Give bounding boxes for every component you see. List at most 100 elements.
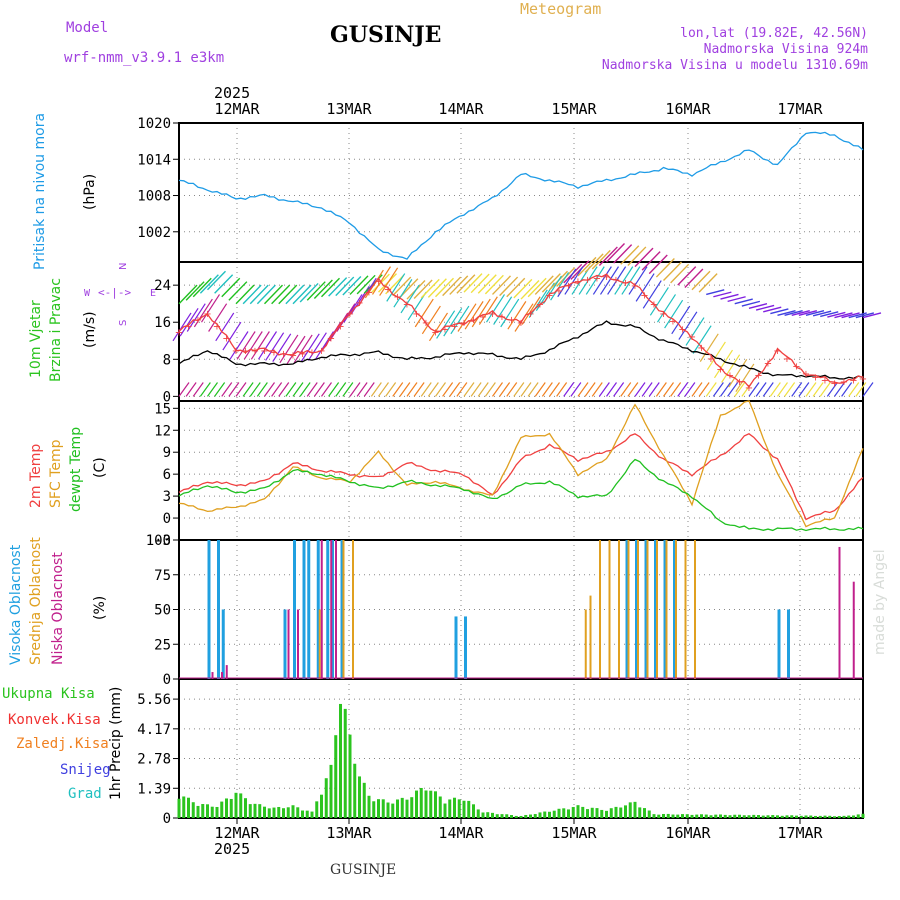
gust-marker: + — [669, 317, 677, 328]
precip-bar — [614, 806, 618, 818]
wind-arrow — [862, 312, 882, 319]
cloud-bar-mid — [665, 540, 668, 679]
wind-arrow — [199, 382, 211, 397]
wind-arrow — [627, 382, 639, 397]
wind-arrow — [556, 382, 568, 397]
wind-arrow — [841, 382, 853, 397]
wind-arrow — [755, 304, 775, 311]
cloud-bar-high — [293, 540, 296, 679]
wind-arrow — [721, 354, 741, 383]
wind-arrow — [578, 266, 598, 295]
precip-bar — [500, 814, 504, 818]
wind-arrow — [706, 341, 726, 371]
wind-arrow — [499, 382, 511, 397]
precip-bar — [695, 814, 699, 818]
wind-arrow — [236, 331, 256, 360]
wind-arrow — [641, 251, 661, 271]
wind-arrow — [285, 284, 305, 305]
wind-arrow — [349, 275, 369, 295]
precip-bar — [258, 804, 262, 818]
wind-arrow — [221, 382, 233, 397]
precip-bar — [795, 815, 798, 818]
precip-bar — [818, 815, 822, 818]
cloud-bar-low — [330, 540, 333, 679]
gust-marker: + — [773, 346, 781, 357]
precip-bar — [267, 808, 271, 818]
wind-arrow — [264, 382, 275, 397]
gust-marker: + — [317, 346, 325, 357]
wind-arrow — [563, 382, 575, 397]
precip-bar — [215, 806, 219, 818]
gust-marker: + — [735, 377, 743, 388]
wind-arrow — [848, 312, 867, 319]
cloud-bar-high — [654, 540, 657, 679]
wind-arrow — [584, 382, 596, 397]
wind-arrow — [463, 273, 483, 293]
gust-marker: + — [859, 374, 867, 385]
wind-arrow — [235, 284, 255, 305]
cloud-bar-high — [217, 540, 220, 679]
temp-sfc-line — [178, 400, 864, 528]
wind-arrow — [598, 382, 610, 397]
precip-bar — [828, 815, 832, 818]
cloud-bar-mid — [618, 540, 620, 679]
x-tick-label-top: 16MAR — [665, 100, 711, 118]
wind-arrow — [570, 382, 582, 397]
wind-arrow — [214, 274, 234, 294]
precip-bar — [624, 805, 627, 818]
precip-bar — [505, 814, 509, 818]
precip-bar — [586, 809, 589, 818]
gust-marker: + — [659, 309, 667, 320]
precip-bar — [263, 806, 266, 818]
wind-arrow — [727, 382, 739, 397]
wind-arrow — [413, 279, 433, 299]
wind-arrow — [656, 294, 677, 323]
gust-marker: + — [811, 372, 819, 383]
cloud-bar-mid — [627, 540, 630, 679]
cloud-bar-high — [464, 616, 467, 679]
precip-bar — [861, 813, 865, 818]
cloud-bar-high — [663, 540, 667, 679]
precip-bar — [519, 815, 523, 818]
year-bottom: 2025 — [214, 840, 251, 858]
footer-station: GUSINJE — [330, 862, 397, 878]
wind-arrow — [278, 382, 290, 397]
wind-arrow — [215, 312, 235, 342]
year-top: 2025 — [214, 84, 251, 102]
wind-arrow — [671, 305, 691, 335]
elevation-label: Nadmorska Visina 924m — [703, 42, 868, 57]
gust-marker: + — [260, 346, 268, 357]
precip-bar — [253, 803, 257, 818]
x-tick-label-bottom: 16MAR — [665, 824, 711, 842]
cloud-bar-high — [454, 616, 458, 679]
wind-arrow — [591, 249, 611, 270]
legend-hail: Grad — [68, 786, 102, 802]
precip-bar — [476, 809, 480, 818]
precip-bar — [510, 815, 513, 818]
precip-bar — [225, 798, 228, 818]
wind-arrow — [293, 334, 313, 364]
wind-arrow — [520, 280, 540, 300]
precip-bar — [244, 798, 247, 818]
wind-arrow — [229, 331, 249, 360]
wind-arrow — [499, 276, 519, 297]
precip-bar — [329, 764, 333, 818]
cloud-bar-high — [326, 540, 330, 679]
y-tick-label: 12 — [154, 423, 171, 439]
wind-arrow — [392, 382, 404, 397]
model-name: wrf-nmm_v3.9.1 e3km — [64, 50, 225, 66]
wind-arrow — [606, 382, 617, 397]
precip-bar — [358, 776, 361, 818]
gust-marker: + — [526, 309, 534, 320]
precip-bar — [690, 814, 694, 818]
gust-marker: + — [849, 375, 857, 386]
wind-arrow — [720, 293, 739, 300]
cloud-bar-mid — [656, 540, 658, 679]
wind-arrow — [648, 254, 668, 275]
wind-arrow — [435, 382, 446, 397]
y-tick-label: 25 — [154, 637, 171, 653]
wind-arrow — [513, 278, 533, 299]
wind-arrow — [605, 242, 626, 263]
wind-arrow — [242, 382, 254, 397]
